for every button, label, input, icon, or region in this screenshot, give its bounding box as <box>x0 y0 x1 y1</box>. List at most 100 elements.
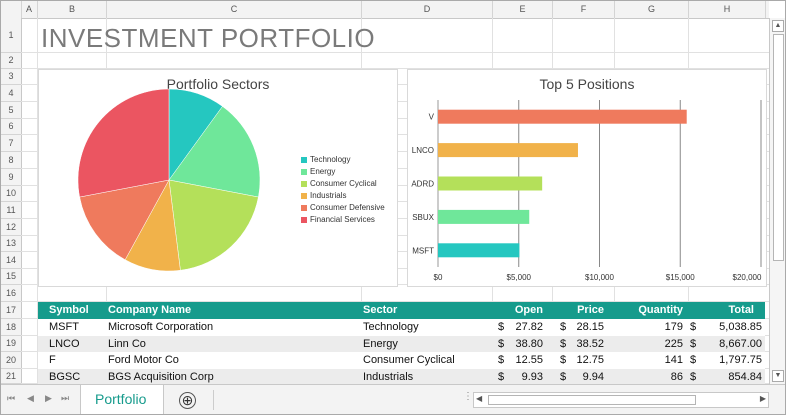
header-quantity[interactable]: Quantity <box>638 304 683 316</box>
header-price[interactable]: Price <box>577 304 604 316</box>
total-cell[interactable]: 1,797.75 <box>719 354 762 366</box>
open-cell[interactable]: 27.82 <box>515 321 543 333</box>
row-header-15[interactable]: 15 <box>1 269 22 285</box>
column-header-c[interactable]: C <box>107 1 362 18</box>
row-header-17[interactable]: 17 <box>1 302 22 319</box>
table-row[interactable]: F Ford Motor Co Consumer Cyclical $12.55 $12… <box>38 352 765 369</box>
select-all-corner[interactable] <box>1 1 22 18</box>
currency-cell[interactable]: $ <box>690 321 697 333</box>
company-cell[interactable]: Microsoft Corporation <box>108 321 214 333</box>
sector-cell[interactable]: Energy <box>363 338 398 350</box>
header-symbol[interactable]: Symbol <box>49 304 89 316</box>
row-header-21[interactable]: 21 <box>1 369 22 384</box>
symbol-cell[interactable]: F <box>49 354 56 366</box>
prev-sheet-icon[interactable]: ◀ <box>27 393 34 403</box>
symbol-cell[interactable]: LNCO <box>49 338 80 350</box>
bar-lnco[interactable] <box>438 143 578 158</box>
add-sheet-icon[interactable]: ⊕ <box>179 392 196 409</box>
currency-cell[interactable]: $ <box>498 371 505 383</box>
row-header-18[interactable]: 18 <box>1 319 22 336</box>
price-cell[interactable]: 12.75 <box>576 354 604 366</box>
table-row[interactable]: BGSC BGS Acquisition Corp Industrials $9.93… <box>38 369 765 386</box>
header-sector[interactable]: Sector <box>363 304 398 316</box>
currency-cell[interactable]: $ <box>560 321 567 333</box>
company-cell[interactable]: Ford Motor Co <box>108 354 179 366</box>
scroll-up-icon[interactable]: ▲ <box>772 20 784 32</box>
quantity-cell[interactable]: 141 <box>664 354 683 366</box>
pie-slice-financial-services[interactable] <box>77 88 170 198</box>
sheet-tab-portfolio[interactable]: Portfolio <box>80 385 164 414</box>
header-open[interactable]: Open <box>514 304 543 316</box>
column-header-b[interactable]: B <box>38 1 107 18</box>
row-header-11[interactable]: 11 <box>1 202 22 219</box>
splitter-handle-icon[interactable]: ⋮ <box>463 391 473 402</box>
symbol-cell[interactable]: MSFT <box>49 321 79 333</box>
quantity-cell[interactable]: 225 <box>664 338 683 350</box>
total-cell[interactable]: 854.84 <box>728 371 762 383</box>
last-sheet-icon[interactable]: ⏭ <box>61 393 70 403</box>
row-header-2[interactable]: 2 <box>1 53 22 69</box>
currency-cell[interactable]: $ <box>498 321 505 333</box>
column-header-e[interactable]: E <box>493 1 553 18</box>
price-cell[interactable]: 38.52 <box>576 338 604 350</box>
price-cell[interactable]: 9.94 <box>582 371 604 383</box>
row-header-20[interactable]: 20 <box>1 352 22 369</box>
table-row[interactable]: LNCO Linn Co Energy $38.80 $38.52 225 $8,667.0… <box>38 336 765 353</box>
vertical-scrollbar[interactable]: ▲ ▼ <box>769 18 785 384</box>
open-cell[interactable]: 9.93 <box>521 371 543 383</box>
open-cell[interactable]: 12.55 <box>515 354 543 366</box>
bar-adrd[interactable] <box>438 176 543 191</box>
next-sheet-icon[interactable]: ▶ <box>45 393 52 403</box>
sector-cell[interactable]: Industrials <box>363 371 414 383</box>
scroll-right-icon[interactable]: ▶ <box>759 394 766 403</box>
row-header-7[interactable]: 7 <box>1 135 22 152</box>
company-cell[interactable]: Linn Co <box>108 338 146 350</box>
bar-v[interactable] <box>438 109 687 124</box>
row-header-14[interactable]: 14 <box>1 252 22 269</box>
scroll-left-icon[interactable]: ◀ <box>476 394 483 403</box>
row-header-3[interactable]: 3 <box>1 69 22 85</box>
vertical-scroll-thumb[interactable] <box>773 34 784 261</box>
first-sheet-icon[interactable]: ⏮ <box>7 393 16 403</box>
scroll-down-icon[interactable]: ▼ <box>772 370 784 382</box>
quantity-cell[interactable]: 86 <box>670 371 683 383</box>
currency-cell[interactable]: $ <box>690 371 697 383</box>
pie-chart-box[interactable]: Portfolio Sectors Technology Energy Consum… <box>38 69 398 287</box>
quantity-cell[interactable]: 179 <box>664 321 683 333</box>
row-header-19[interactable]: 19 <box>1 336 22 352</box>
row-header-1[interactable]: 1 <box>1 18 22 53</box>
row-header-5[interactable]: 5 <box>1 102 22 119</box>
row-header-12[interactable]: 12 <box>1 219 22 236</box>
row-header-9[interactable]: 9 <box>1 169 22 186</box>
column-header-a[interactable]: A <box>21 1 38 18</box>
row-header-16[interactable]: 16 <box>1 285 22 302</box>
symbol-cell[interactable]: BGSC <box>49 371 81 383</box>
row-header-6[interactable]: 6 <box>1 119 22 135</box>
total-cell[interactable]: 5,038.85 <box>719 321 762 333</box>
pie-slice-consumer-cyclical[interactable] <box>168 179 259 271</box>
pie-slice-energy[interactable] <box>168 106 261 198</box>
column-header-h[interactable]: H <box>689 1 766 18</box>
row-header-8[interactable]: 8 <box>1 152 22 169</box>
sector-cell[interactable]: Technology <box>363 321 419 333</box>
horizontal-scroll-thumb[interactable] <box>488 395 696 405</box>
header-total[interactable]: Total <box>728 304 754 316</box>
row-header-10[interactable]: 10 <box>1 186 22 202</box>
currency-cell[interactable]: $ <box>560 338 567 350</box>
currency-cell[interactable]: $ <box>498 354 505 366</box>
sector-cell[interactable]: Consumer Cyclical <box>363 354 455 366</box>
column-header-f[interactable]: F <box>553 1 615 18</box>
bar-msft[interactable] <box>438 243 520 258</box>
bar-chart-box[interactable]: Top 5 Positions $0 $5,000 $10,000 $15,000 $2… <box>407 69 767 287</box>
price-cell[interactable]: 28.15 <box>576 321 604 333</box>
company-cell[interactable]: BGS Acquisition Corp <box>108 371 214 383</box>
row-header-13[interactable]: 13 <box>1 236 22 252</box>
column-header-g[interactable]: G <box>615 1 689 18</box>
currency-cell[interactable]: $ <box>498 338 505 350</box>
horizontal-scrollbar[interactable]: ◀ ▶ <box>473 392 769 408</box>
header-company-name[interactable]: Company Name <box>108 304 192 316</box>
column-header-d[interactable]: D <box>362 1 493 18</box>
open-cell[interactable]: 38.80 <box>515 338 543 350</box>
pie-slice-consumer-defensive[interactable] <box>79 179 170 261</box>
currency-cell[interactable]: $ <box>560 371 567 383</box>
